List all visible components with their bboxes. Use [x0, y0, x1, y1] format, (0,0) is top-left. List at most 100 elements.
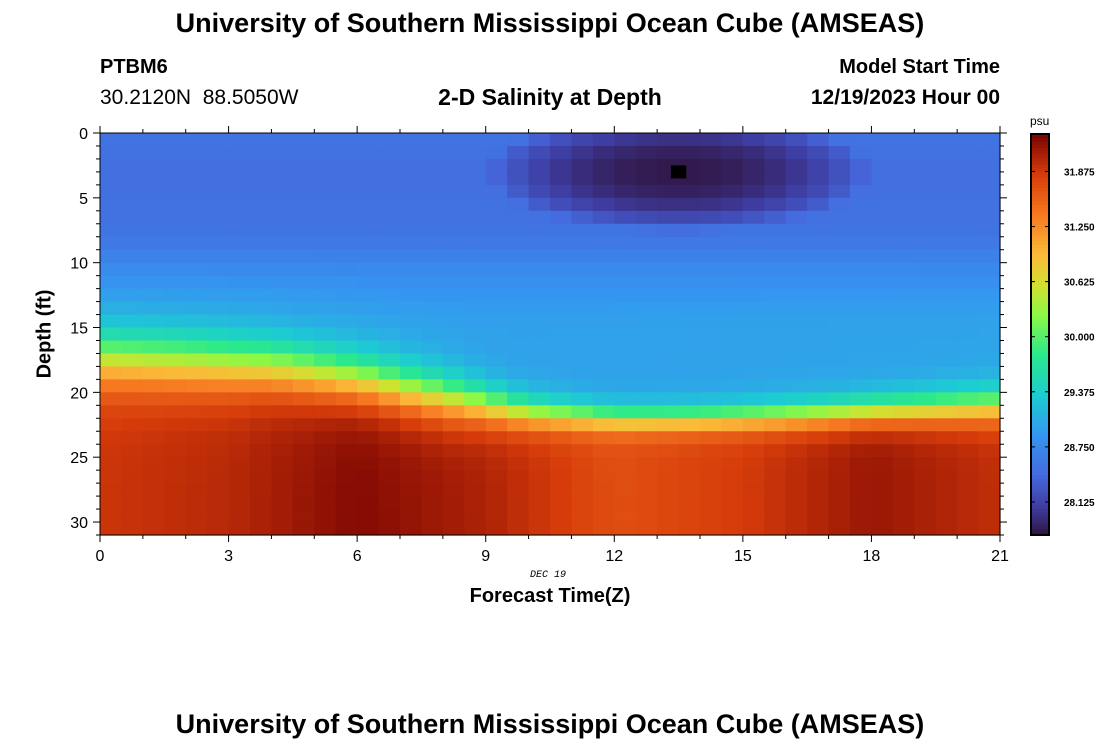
heatmap-cell [207, 197, 230, 212]
heatmap-cell [271, 158, 294, 173]
heatmap-cell [764, 158, 787, 173]
heatmap-cell [464, 470, 487, 484]
heatmap-cell [228, 379, 251, 393]
heatmap-cell [892, 197, 915, 212]
colorbar-segment [1031, 367, 1049, 372]
heatmap-cell [335, 158, 358, 173]
heatmap-cell [678, 496, 701, 510]
heatmap-cell [914, 353, 937, 368]
heatmap-cell [421, 327, 444, 342]
heatmap-cell [571, 184, 594, 199]
heatmap-cell [828, 431, 851, 445]
heatmap-cell [378, 405, 401, 419]
heatmap-cell [914, 379, 937, 393]
heatmap-cell [592, 288, 615, 303]
heatmap-cell [314, 158, 337, 173]
heatmap-cell [100, 133, 123, 147]
colorbar-segment [1031, 264, 1049, 269]
heatmap-cell [357, 457, 380, 471]
heatmap-cell [700, 457, 723, 471]
heatmap-cell [678, 405, 701, 419]
heatmap-cell [635, 340, 658, 355]
heatmap-cell [185, 145, 208, 160]
heatmap-cell [657, 392, 680, 406]
x-axis-label: Forecast Time(Z) [469, 585, 631, 607]
heatmap-cell [250, 275, 273, 290]
heatmap-cell [828, 483, 851, 497]
colorbar-segment [1031, 214, 1049, 219]
y-tick-label: 25 [70, 450, 88, 467]
heatmap-cell [100, 405, 123, 419]
heatmap-cell [550, 133, 573, 147]
heatmap-cell [164, 184, 187, 199]
heatmap-cell [721, 223, 744, 238]
heatmap-cell [442, 444, 465, 458]
heatmap-cell [271, 197, 294, 212]
heatmap-cell [957, 314, 980, 329]
heatmap-cell [571, 496, 594, 510]
heatmap-cell [700, 470, 723, 484]
heatmap-cell [314, 483, 337, 497]
heatmap-cell [442, 327, 465, 342]
heatmap-cell [550, 379, 573, 393]
heatmap-cell [592, 457, 615, 471]
heatmap-cell [828, 184, 851, 199]
heatmap-cell [571, 509, 594, 523]
heatmap-cell [485, 353, 508, 368]
heatmap-cell [807, 496, 830, 510]
heatmap-cell [185, 236, 208, 251]
heatmap-cell [442, 288, 465, 303]
heatmap-cell [978, 249, 1001, 264]
heatmap-cell [700, 223, 723, 238]
colorbar-segment [1031, 508, 1049, 513]
heatmap-cell [764, 288, 787, 303]
heatmap-cell [550, 327, 573, 342]
heatmap-cell [807, 418, 830, 432]
heatmap-cell [485, 366, 508, 380]
heatmap-cell [935, 288, 958, 303]
heatmap-cell [978, 522, 1001, 536]
heatmap-cell [957, 522, 980, 536]
heatmap-cell [614, 444, 637, 458]
heatmap-cell [850, 496, 873, 510]
colorbar-segment [1031, 207, 1049, 212]
heatmap-cell [378, 275, 401, 290]
heatmap-cell [485, 184, 508, 199]
heatmap-cell [507, 353, 530, 368]
heatmap-cell [507, 314, 530, 329]
colorbar-segment [1031, 240, 1049, 245]
heatmap-cell [742, 314, 765, 329]
heatmap-cell [271, 133, 294, 147]
heatmap-cell [828, 353, 851, 368]
heatmap-cell [271, 184, 294, 199]
colorbar-segment [1031, 164, 1049, 169]
heatmap-cell [400, 223, 423, 238]
heatmap-cell [185, 223, 208, 238]
heatmap-cell [807, 288, 830, 303]
heatmap-cell [400, 158, 423, 173]
heatmap-cell [335, 275, 358, 290]
heatmap-cell [550, 418, 573, 432]
heatmap-cell [871, 392, 894, 406]
heatmap-cell [207, 470, 230, 484]
heatmap-cell [335, 133, 358, 147]
heatmap-cell [742, 288, 765, 303]
heatmap-cell [571, 522, 594, 536]
heatmap-cell [464, 184, 487, 199]
heatmap-cell [357, 171, 380, 186]
heatmap-cell [550, 405, 573, 419]
heatmap-cell [657, 223, 680, 238]
heatmap-cell [485, 236, 508, 251]
heatmap-cell [164, 314, 187, 329]
heatmap-cell [742, 483, 765, 497]
heatmap-cell [464, 366, 487, 380]
heatmap-cell [121, 145, 144, 160]
heatmap-cell [421, 133, 444, 147]
heatmap-cell [100, 158, 123, 173]
heatmap-cell [207, 133, 230, 147]
colorbar-segment [1031, 177, 1049, 182]
heatmap-cell [292, 496, 315, 510]
heatmap-cell [292, 470, 315, 484]
heatmap-cell [228, 496, 251, 510]
heatmap-cell [807, 327, 830, 342]
